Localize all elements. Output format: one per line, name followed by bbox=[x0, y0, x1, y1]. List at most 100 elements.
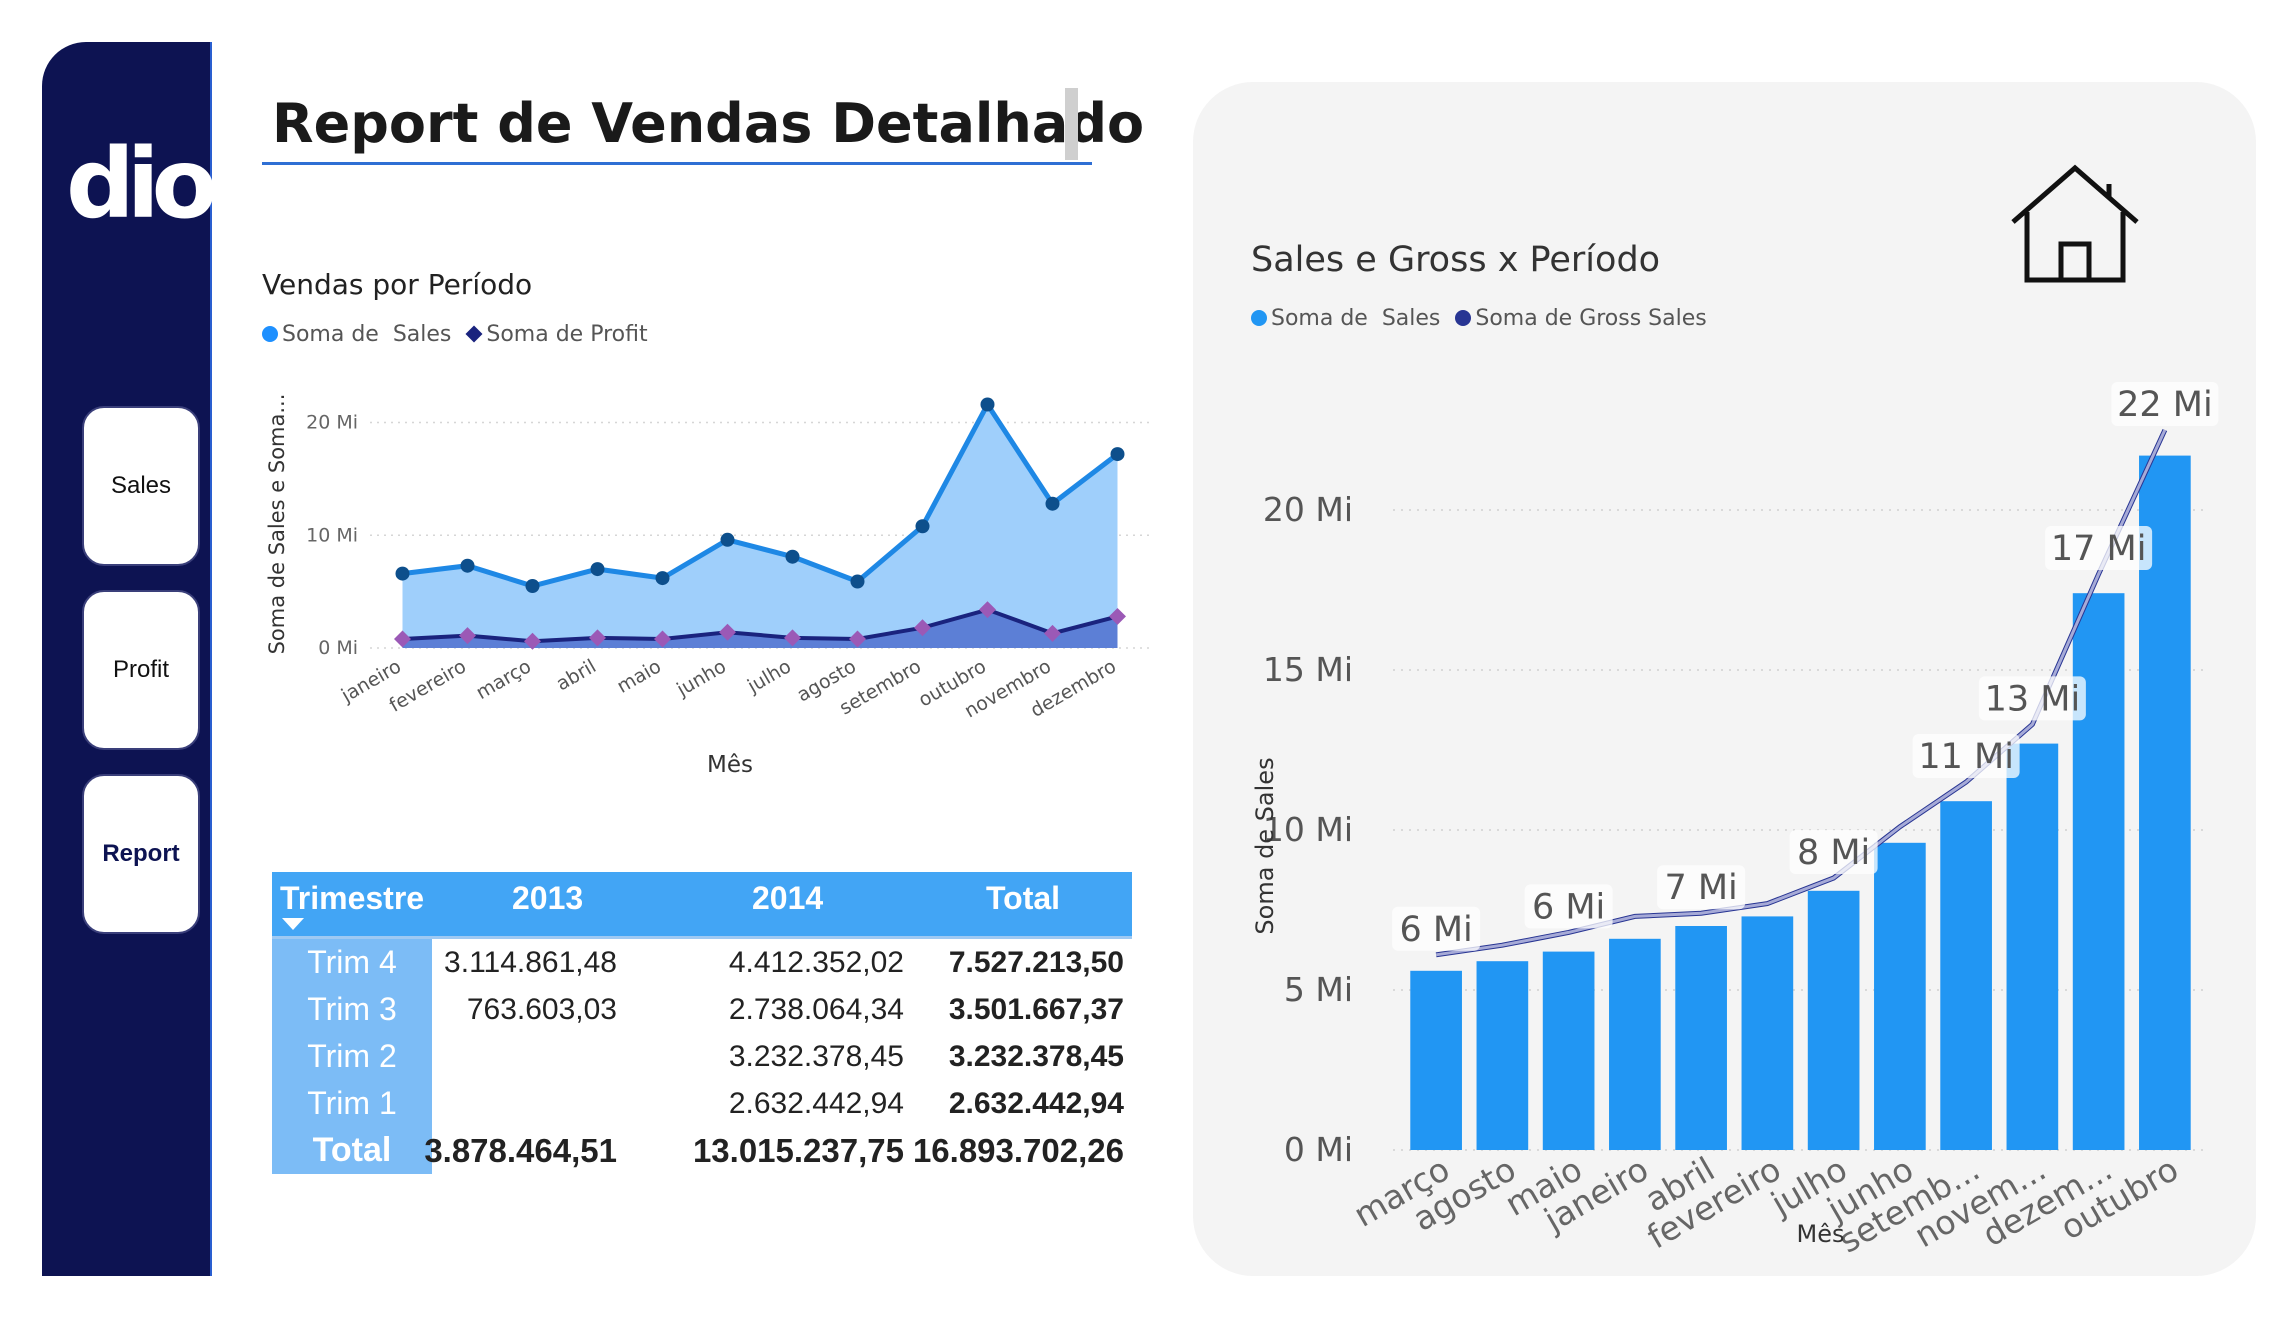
data-label: 6 Mi bbox=[1399, 910, 1472, 950]
data-label: 13 Mi bbox=[1985, 679, 2081, 719]
profit-point bbox=[914, 619, 931, 637]
profit-point bbox=[589, 629, 606, 647]
x-axis-title: Mês bbox=[707, 752, 753, 778]
sort-down-icon[interactable] bbox=[282, 918, 304, 932]
legend-sales-label: Soma de Sales bbox=[282, 322, 452, 347]
data-label: 8 Mi bbox=[1797, 833, 1870, 873]
cell-2014: 3.232.378,45 bbox=[728, 1040, 904, 1073]
data-label-bg bbox=[1657, 865, 1746, 910]
x-tick-label: julho bbox=[743, 655, 795, 698]
profit-area bbox=[402, 609, 1118, 648]
total-2013: 3.878.464,51 bbox=[424, 1132, 617, 1169]
row-label: Trim 1 bbox=[272, 1080, 432, 1127]
sales-bar bbox=[1542, 951, 1595, 1150]
nav-report-button[interactable]: Report bbox=[82, 774, 200, 934]
data-label: 11 Mi bbox=[1918, 737, 2014, 777]
table-row: Trim 1 2.632.442,94 2.632.442,94 bbox=[272, 1080, 1132, 1127]
header-2014[interactable]: 2014 bbox=[752, 880, 824, 916]
sales-point bbox=[980, 397, 995, 412]
y-tick-label: 0 Mi bbox=[1284, 1130, 1353, 1169]
legend-gross-dot bbox=[1455, 310, 1472, 326]
sales-point bbox=[915, 519, 930, 534]
x-tick-label: junho bbox=[672, 655, 730, 701]
cell-2014: 2.632.442,94 bbox=[728, 1087, 904, 1120]
nav-report-label: Report bbox=[102, 840, 180, 867]
data-label-bg bbox=[1789, 830, 1878, 874]
sales-bar bbox=[1874, 842, 1926, 1150]
cell-2013: 3.114.861,48 bbox=[444, 946, 617, 979]
data-label-bg bbox=[1392, 906, 1481, 951]
sales-point bbox=[1110, 447, 1125, 462]
sales-point bbox=[655, 571, 670, 586]
sales-area bbox=[402, 404, 1118, 648]
dio-logo: dio. bbox=[66, 128, 214, 232]
y-axis-title: Soma de Sales bbox=[1251, 757, 1279, 934]
header-2013[interactable]: 2013 bbox=[512, 880, 584, 916]
logo-text: dio. bbox=[66, 128, 214, 232]
total-2014: 13.015.237,75 bbox=[692, 1132, 904, 1169]
data-label-bg bbox=[1978, 676, 2086, 721]
sales-point bbox=[590, 562, 605, 577]
row-label: Trim 3 bbox=[272, 986, 432, 1033]
y-tick-label: 15 Mi bbox=[1263, 650, 1353, 689]
area-chart-legend: Soma de Sales Soma de Profit bbox=[262, 322, 648, 347]
legend-profit-diamond bbox=[465, 325, 483, 343]
right-chart-card: Sales e Gross x Período Soma de Sales So… bbox=[1193, 82, 2256, 1276]
legend-profit-label: Soma de Profit bbox=[486, 322, 648, 347]
x-axis-title: Mês bbox=[1797, 1220, 1845, 1248]
sales-bar bbox=[1675, 926, 1727, 1150]
matrix-table: Trimestre 2013 2014 Total Trim 4 3.114.8… bbox=[272, 872, 1132, 1174]
data-label: 22 Mi bbox=[2117, 385, 2213, 425]
sales-bar bbox=[1940, 801, 1992, 1150]
home-icon[interactable] bbox=[2005, 162, 2145, 284]
bar-chart[interactable]: 0 Mi 5 Mi 10 Mi 15 Mi 20 Mi Soma de Sales 6 Mi… bbox=[1193, 342, 2256, 1276]
sales-point bbox=[720, 532, 735, 547]
profit-point bbox=[784, 629, 801, 647]
sales-line bbox=[402, 399, 1120, 589]
legend-sales-label: Soma de Sales bbox=[1271, 306, 1441, 331]
row-label: Trim 4 bbox=[272, 939, 432, 986]
nav-sales-button[interactable]: Sales bbox=[82, 406, 200, 566]
profit-point bbox=[1044, 624, 1061, 642]
y-tick-label: 5 Mi bbox=[1284, 970, 1353, 1009]
table-row: Trim 2 3.232.378,45 3.232.378,45 bbox=[272, 1033, 1132, 1080]
data-label: 17 Mi bbox=[2051, 529, 2147, 569]
y-tick-label: 20 Mi bbox=[306, 412, 358, 434]
nav-sales-label: Sales bbox=[110, 472, 172, 499]
cell-2014: 4.412.352,02 bbox=[728, 946, 904, 979]
bar-chart-title: Sales e Gross x Período bbox=[1251, 240, 1661, 280]
header-trimestre[interactable]: Trimestre bbox=[280, 880, 425, 916]
row-label: Trim 2 bbox=[272, 1033, 432, 1080]
sales-bar bbox=[1609, 938, 1661, 1150]
nav-profit-label: Profit bbox=[112, 656, 169, 683]
page-title: Report de Vendas Detalhado bbox=[272, 92, 1145, 155]
y-tick-label: 10 Mi bbox=[1263, 810, 1353, 849]
sales-bar bbox=[2139, 455, 2191, 1151]
profit-point bbox=[979, 601, 996, 619]
profit-point bbox=[654, 630, 671, 648]
table-row: Trim 3 763.603,03 2.738.064,34 3.501.667… bbox=[272, 986, 1132, 1033]
sales-point bbox=[850, 574, 865, 589]
data-label-bg bbox=[2045, 526, 2153, 570]
matrix-header: Trimestre 2013 2014 Total bbox=[272, 872, 1132, 939]
nav-profit-button[interactable]: Profit bbox=[82, 590, 200, 750]
profit-point bbox=[459, 627, 476, 645]
profit-point bbox=[849, 630, 866, 648]
sales-bar bbox=[2006, 743, 2059, 1150]
data-label-bg bbox=[1524, 884, 1613, 929]
x-tick-label: abril bbox=[553, 655, 600, 695]
sales-bar bbox=[1741, 916, 1794, 1150]
total-grand: 16.893.702,26 bbox=[912, 1132, 1124, 1169]
data-label: 7 Mi bbox=[1664, 868, 1737, 908]
y-tick-label: 20 Mi bbox=[1263, 490, 1353, 529]
y-axis-title: Soma de Sales e Soma... bbox=[265, 394, 289, 655]
profit-line bbox=[402, 607, 1119, 644]
cell-2014: 2.738.064,34 bbox=[728, 993, 904, 1026]
sales-bar bbox=[1807, 890, 1860, 1150]
x-tick-label: maio bbox=[613, 655, 665, 698]
profit-point bbox=[524, 632, 541, 650]
bar-chart-legend: Soma de Sales Soma de Gross Sales bbox=[1251, 306, 1707, 331]
sales-point bbox=[785, 549, 800, 564]
header-total[interactable]: Total bbox=[986, 880, 1061, 916]
